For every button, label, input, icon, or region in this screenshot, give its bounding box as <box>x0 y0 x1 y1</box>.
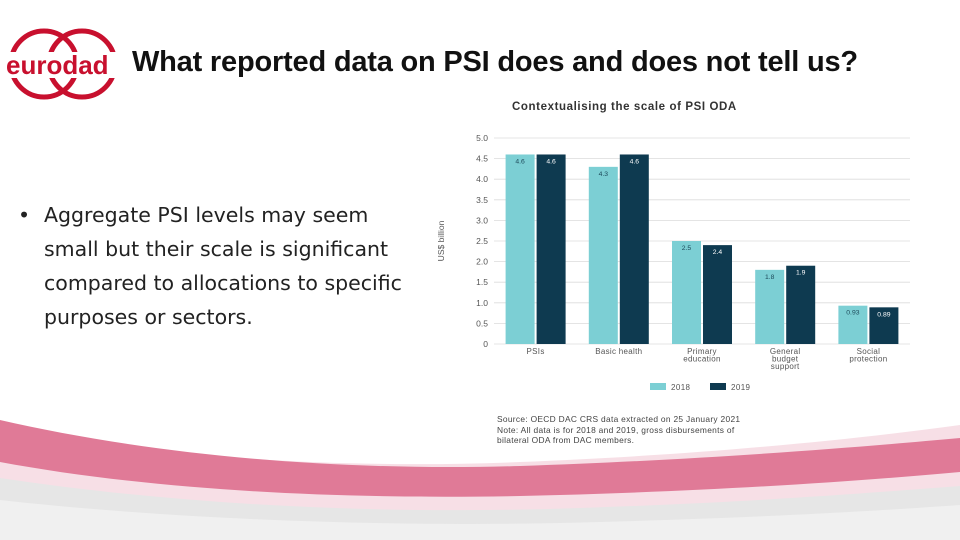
bar-2018 <box>838 305 868 344</box>
y-tick-label: 0.5 <box>476 318 488 328</box>
bullet-marker: • <box>18 203 31 227</box>
bar-value-label: 4.6 <box>546 158 556 165</box>
x-tick-label: PSIs <box>527 347 545 356</box>
eurodad-logo-icon: eurodad <box>4 28 120 100</box>
legend-label: 2018 <box>671 383 691 392</box>
bar-2018 <box>588 166 618 344</box>
logo-text: eurodad <box>6 50 109 80</box>
x-tick-label: protection <box>849 355 887 364</box>
y-axis-label: US$ billion <box>436 220 446 261</box>
y-tick-label: 3.0 <box>476 215 488 225</box>
eurodad-logo: eurodad <box>2 22 122 108</box>
x-tick-label: education <box>683 355 720 364</box>
bar-chart: Contextualising the scale of PSI ODA US$ … <box>436 101 910 392</box>
y-tick-label: 1.5 <box>476 277 488 287</box>
legend-label: 2019 <box>731 383 751 392</box>
bar-2019 <box>619 154 649 344</box>
source-line: Source: OECD DAC CRS data extracted on 2… <box>497 414 741 424</box>
bullet-point: • Aggregate PSI levels may seem small bu… <box>18 198 418 334</box>
bar-value-label: 0.93 <box>846 310 859 317</box>
bar-2019 <box>786 265 816 344</box>
bar-value-label: 4.6 <box>515 158 525 165</box>
bar-value-label: 4.3 <box>599 171 609 178</box>
bar-value-label: 1.9 <box>796 270 806 277</box>
x-tick-label: support <box>771 362 800 371</box>
chart-panel: Contextualising the scale of PSI ODA US$ … <box>432 92 940 450</box>
bar-2018 <box>505 154 535 344</box>
bar-value-label: 2.5 <box>682 245 692 252</box>
y-tick-label: 4.0 <box>476 174 488 184</box>
y-tick-label: 3.5 <box>476 195 488 205</box>
bullet-text: Aggregate PSI levels may seem small but … <box>44 203 402 329</box>
source-line: Note: All data is for 2018 and 2019, gro… <box>497 424 735 435</box>
bar-value-label: 4.6 <box>630 158 640 165</box>
x-tick-label: Primary <box>687 347 717 356</box>
chart-title: Contextualising the scale of PSI ODA <box>512 101 737 113</box>
bar-value-label: 0.89 <box>877 311 890 318</box>
bar-value-label: 2.4 <box>713 249 723 256</box>
x-tick-label: budget <box>772 355 799 364</box>
bar-2018 <box>672 241 701 344</box>
legend-swatch <box>650 383 666 390</box>
bar-2018 <box>755 269 785 344</box>
y-tick-label: 4.5 <box>476 154 488 164</box>
chart-source: Source: OECD DAC CRS data extracted on 2… <box>497 414 897 446</box>
slide-title: What reported data on PSI does and does … <box>132 46 858 78</box>
bar-2019 <box>869 307 899 344</box>
x-tick-label: Social <box>857 347 881 356</box>
y-tick-label: 2.0 <box>476 257 488 267</box>
bar-2019 <box>703 245 732 344</box>
y-tick-label: 5.0 <box>476 133 488 143</box>
bar-value-label: 1.8 <box>765 274 775 281</box>
x-tick-label: General <box>770 347 801 356</box>
y-tick-label: 0 <box>483 339 488 349</box>
x-tick-label: Basic health <box>595 347 642 356</box>
source-line: bilateral ODA from DAC members. <box>497 435 635 445</box>
y-tick-label: 2.5 <box>476 236 488 246</box>
legend-swatch <box>710 383 726 390</box>
bar-2019 <box>536 154 566 344</box>
y-tick-label: 1.0 <box>476 298 488 308</box>
